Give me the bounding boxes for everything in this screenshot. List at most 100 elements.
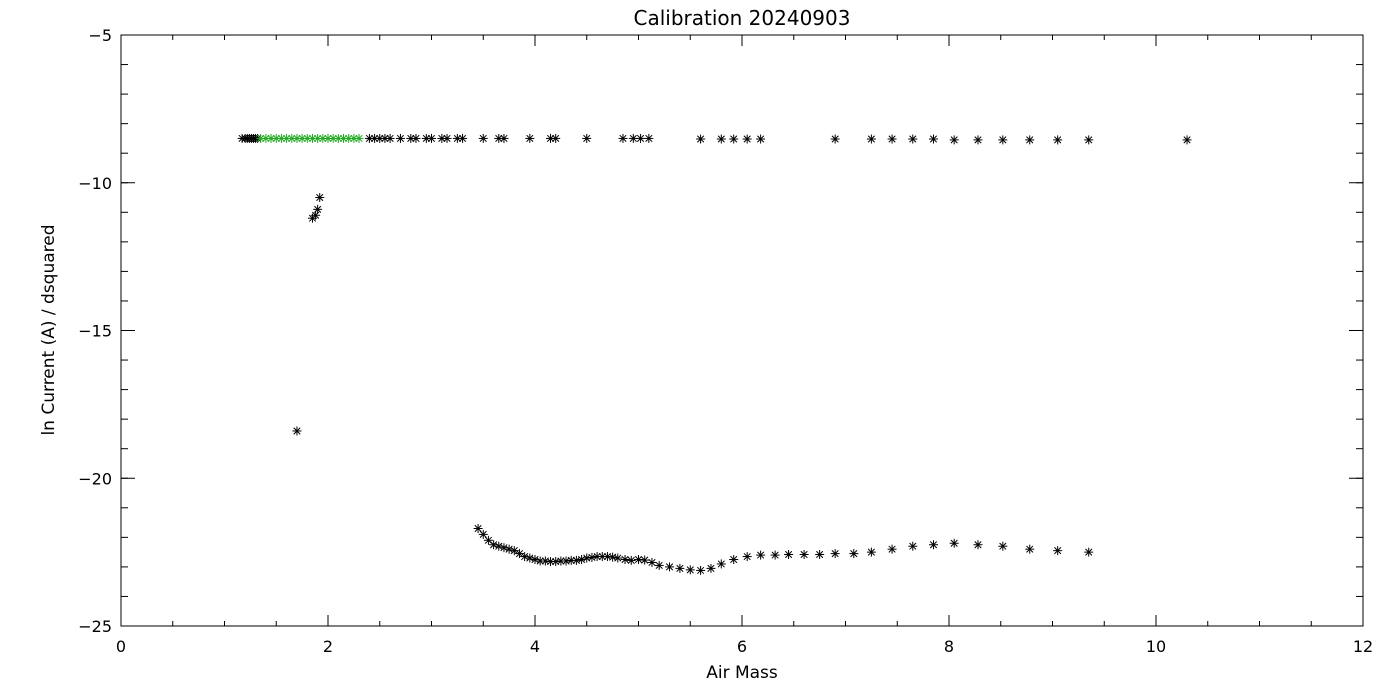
data-point-stroke [999,136,1007,144]
x-tick-label: 10 [1146,637,1166,656]
data-point-stroke [867,135,875,143]
data-point [1084,547,1094,557]
data-point-stroke [474,524,482,533]
data-point [949,538,959,548]
chart-title: Calibration 20240903 [634,6,851,30]
x-tick-label: 6 [737,637,747,656]
data-point-stroke [546,557,555,566]
data-point-stroke [267,134,275,143]
data-point-stroke [697,566,705,575]
data-point-stroke [500,544,508,552]
data-point-stroke [888,135,896,143]
data-point [742,552,752,562]
y-tick-label: −5 [88,26,112,45]
data-point-stroke [272,134,280,143]
data-point-stroke [316,193,324,202]
data-point-stroke [531,555,539,564]
data-point [520,552,530,562]
data-point-stroke [479,530,487,538]
data-point [385,133,395,143]
data-point-stroke [717,560,725,568]
data-point-stroke [324,134,332,143]
data-point [1053,546,1063,556]
data-point-stroke [334,134,342,143]
data-point-stroke [536,557,544,565]
data-point [1025,544,1035,554]
data-point-stroke [730,135,738,143]
data-point-stroke [697,135,705,143]
data-point-stroke [490,541,498,549]
data-point-stroke [370,134,379,143]
data-point [483,535,493,545]
data-point [644,133,654,143]
y-tick-label: −15 [78,322,112,341]
data-point [756,550,766,560]
data-point-stroke [479,134,487,143]
data-point [442,133,452,143]
data-point [344,133,354,143]
data-point [473,523,483,533]
data-point-stroke [557,557,565,565]
data-point [685,565,695,575]
data-point-stroke [717,135,725,143]
y-axis-label: ln Current (A) / dsquared [39,224,59,435]
data-point-stroke [293,134,301,143]
data-point [675,563,685,573]
data-point-stroke [676,564,684,572]
data-point [613,553,623,563]
data-point [866,547,876,557]
data-point-stroke [757,551,765,559]
data-point [525,553,535,563]
data-point [706,563,716,573]
data-point-stroke [831,550,839,558]
data-point-stroke [850,550,858,558]
data-point-stroke [784,550,793,559]
data-point-stroke [909,135,917,143]
data-point [636,133,646,143]
data-point [395,133,405,143]
data-point [1053,135,1063,145]
data-point [756,134,766,144]
data-point [354,133,364,143]
data-point [1084,135,1094,145]
data-point-stroke [621,555,629,564]
data-point-stroke [1183,136,1191,144]
data-point-stroke [636,134,645,143]
data-point [729,555,739,565]
data-point [654,560,664,570]
data-point [499,133,509,143]
data-point-stroke [648,558,656,567]
data-point-stroke [641,556,649,564]
data-point-stroke [950,136,958,144]
data-point [1025,135,1035,145]
data-point [973,540,983,550]
data-point-stroke [319,134,327,143]
data-point-stroke [526,554,534,562]
data-point-stroke [438,134,446,143]
data-point-stroke [816,550,824,559]
data-point [509,546,519,556]
x-tick-label: 4 [530,637,540,656]
data-point-stroke [298,134,306,143]
data-point [866,134,876,144]
data-point [582,133,592,143]
x-tick-label: 8 [944,637,954,656]
data-point-stroke [546,134,555,143]
data-point [799,549,809,559]
data-point-stroke [303,134,311,143]
data-point-stroke [458,134,467,143]
data-point-stroke [645,134,653,143]
data-point [282,133,292,143]
data-point-stroke [355,134,363,143]
data-point-stroke [743,135,751,143]
data-point [887,134,897,144]
data-point-stroke [1054,136,1062,144]
data-point [478,133,488,143]
data-point [478,529,488,539]
data-points [237,133,1192,575]
data-point [618,133,628,143]
data-point-stroke [686,566,694,574]
data-point-stroke [583,554,591,562]
data-point-stroke [588,553,596,562]
data-point-stroke [634,555,643,564]
